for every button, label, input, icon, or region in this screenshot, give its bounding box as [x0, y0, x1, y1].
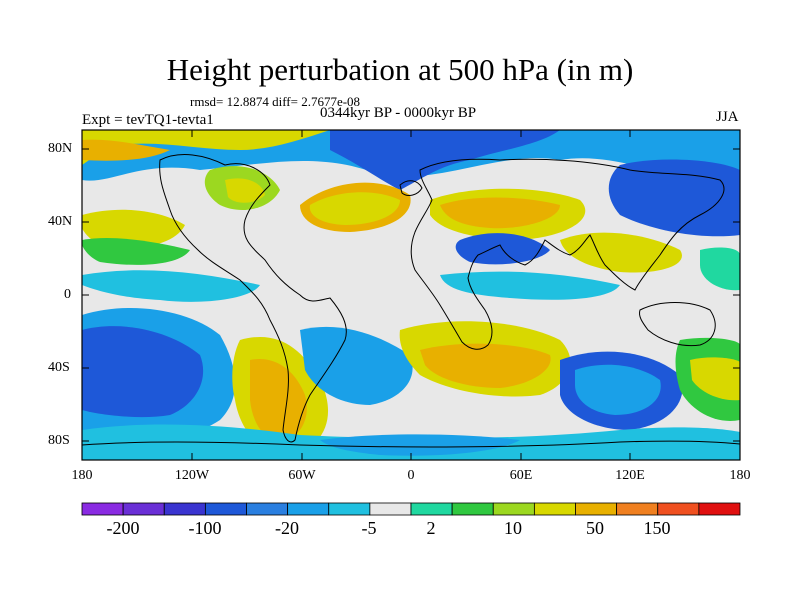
colorbar-box: [246, 502, 289, 516]
colorbar-box: [369, 502, 412, 516]
colorbar: [81, 502, 741, 516]
lat-tick-label: 40N: [48, 214, 73, 229]
colorbar-box: [492, 502, 535, 516]
lon-tick-label: 180: [729, 468, 751, 483]
chart-title: Height perturbation at 500 hPa (in m): [166, 52, 634, 87]
lon-tick-label: 120W: [174, 468, 210, 483]
lat-tick-label: 40S: [48, 360, 70, 375]
colorbar-box: [575, 502, 618, 516]
colorbar-box: [122, 502, 165, 516]
lat-tick-label: 80S: [48, 433, 70, 448]
colorbar-box: [616, 502, 659, 516]
colorbar-box: [410, 502, 453, 516]
colorbar-box: [451, 502, 494, 516]
lon-tick-label: 60E: [509, 468, 533, 483]
colorbar-label: -20: [275, 518, 299, 538]
colorbar-label: -200: [106, 518, 140, 538]
colorbar-label: 150: [643, 518, 671, 538]
colorbar-box: [657, 502, 700, 516]
colorbar-box: [533, 502, 576, 516]
colorbar-label: -100: [188, 518, 222, 538]
height-perturbation-map: [82, 130, 740, 460]
colorbar-box: [328, 502, 371, 516]
colorbar-box: [204, 502, 247, 516]
axis-ticks: [82, 130, 740, 460]
period-label: 0344kyr BP - 0000kyr BP: [320, 105, 477, 121]
coastlines: [82, 154, 740, 448]
colorbar-label: -5: [361, 518, 377, 538]
colorbar-box: [81, 502, 124, 516]
colorbar-label: 10: [504, 518, 522, 538]
season-label: JJA: [716, 109, 739, 125]
lat-tick-label: 80N: [48, 141, 73, 156]
colorbar-label: 2: [426, 518, 436, 538]
colorbar-label: 50: [586, 518, 604, 538]
lon-tick-label: 180: [71, 468, 93, 483]
colorbar-box: [287, 502, 330, 516]
experiment-label: Expt = tevTQ1-tevta1: [82, 112, 214, 128]
lat-tick-label: 0: [64, 287, 71, 302]
colorbar-box: [163, 502, 206, 516]
lon-tick-label: 60W: [288, 468, 316, 483]
statistics-line: rmsd= 12.8874 diff= 2.7677e-08: [190, 94, 361, 109]
lon-tick-label: 0: [407, 468, 415, 483]
lon-tick-label: 120E: [615, 468, 645, 483]
colorbar-box: [698, 502, 741, 516]
